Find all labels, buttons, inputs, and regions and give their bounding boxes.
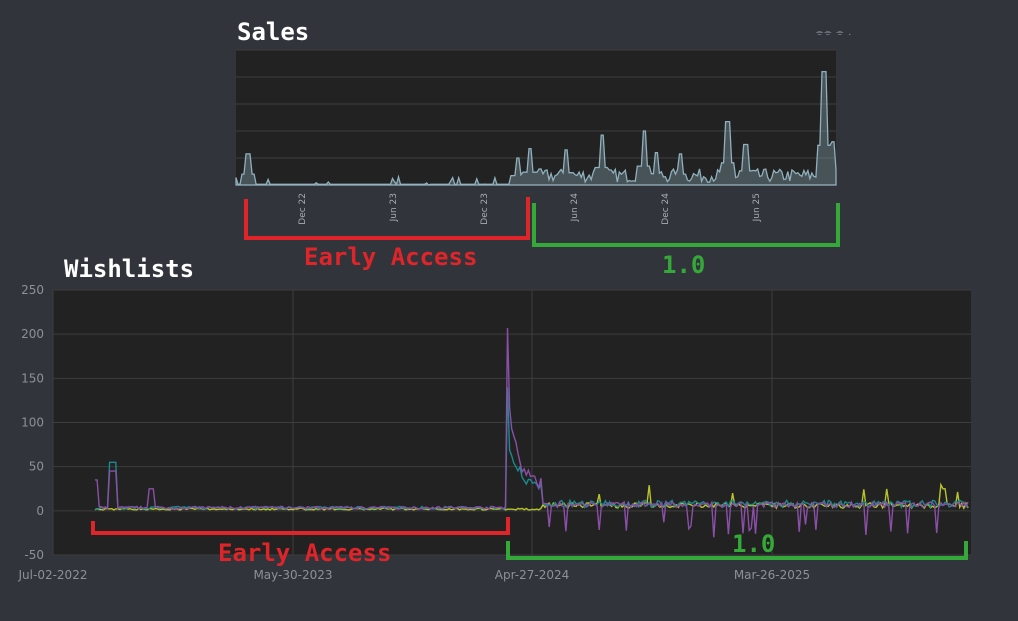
sales-early-access-bracket	[244, 197, 530, 240]
wishlists-y-tick-label: 0	[36, 504, 44, 518]
wishlists-early-access-bracket	[91, 517, 510, 535]
sales-release-bracket	[532, 203, 840, 247]
wishlists-series-line-1	[95, 327, 969, 538]
sales-x-tick-label: Jun 23	[389, 193, 399, 222]
wishlists-title: Wishlists	[64, 255, 195, 283]
sales-x-tick-label: Dec 23	[480, 193, 490, 225]
wishlists-y-tick-label: 100	[21, 416, 44, 430]
wishlists-y-tick-label: 200	[21, 327, 44, 341]
wishlists-y-tick-label: 150	[21, 371, 44, 385]
sales-title: Sales	[237, 18, 310, 46]
wishlists-y-tick-label: -50	[24, 548, 44, 562]
wishlists-y-tick-label: 250	[21, 283, 44, 297]
sales-legend-icon: ⌯⌯ ⌯ .	[816, 28, 853, 38]
sales-x-tick-label: Jun 24	[570, 193, 580, 223]
sales-plot-area	[236, 50, 836, 185]
wishlists-early-access-label: Early Access	[218, 539, 392, 567]
wishlists-y-tick-label: 50	[29, 460, 44, 474]
sales-early-access-label: Early Access	[304, 243, 478, 271]
wishlists-x-tick-label: Apr-27-2024	[495, 568, 569, 582]
sales-x-tick-label: Dec 22	[298, 193, 308, 225]
wishlists-x-tick-label: Jul-02-2022	[18, 568, 88, 582]
sales-x-tick-label: Dec 24	[661, 193, 671, 225]
wishlists-release-bracket	[506, 541, 968, 560]
wishlists-series-line-3	[94, 482, 969, 511]
sales-area-series	[235, 70, 837, 186]
wishlists-x-tick-label: Mar-26-2025	[734, 568, 810, 582]
sales-x-tick-label: Jun 25	[752, 193, 762, 222]
wishlists-release-label: 1.0	[732, 530, 776, 558]
wishlists-x-tick-label: May-30-2023	[253, 568, 332, 582]
sales-release-label: 1.0	[662, 251, 706, 279]
